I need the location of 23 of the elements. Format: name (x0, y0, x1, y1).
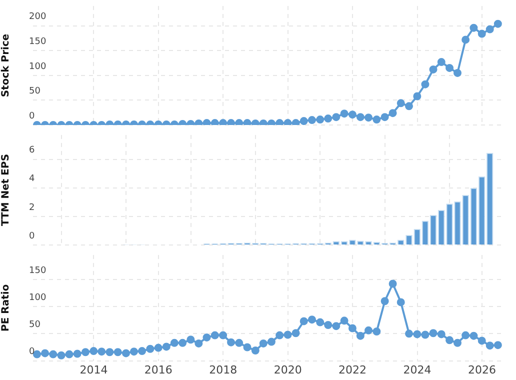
x-tick-label: 2018 (209, 363, 238, 376)
y-tick-label: 0 (29, 231, 35, 242)
y-axis-title: Stock Price (0, 34, 12, 98)
y-tick-label: 0 (29, 111, 35, 122)
x-tick-label: 2014 (80, 363, 108, 376)
y-tick-label: 100 (29, 62, 46, 72)
y-tick-label: 0 (29, 347, 35, 358)
y-axis-title: TTM Net EPS (0, 154, 12, 226)
x-tick-label: 2016 (144, 363, 172, 376)
y-tick-label: 200 (29, 12, 46, 22)
y-tick-label: 4 (29, 174, 35, 184)
y-tick-label: 150 (29, 266, 46, 276)
y-tick-label: 50 (29, 320, 41, 330)
x-tick-label: 2024 (403, 363, 432, 376)
y-tick-label: 2 (29, 202, 35, 213)
y-tick-label: 50 (29, 86, 41, 97)
y-tick-label: 6 (29, 146, 35, 156)
x-tick-label: 2026 (468, 363, 496, 376)
y-axis-title: PE Ratio (0, 284, 12, 332)
x-tick-label: 2020 (274, 363, 302, 376)
x-tick-label: 2022 (338, 363, 367, 376)
y-tick-label: 100 (29, 292, 46, 303)
y-tick-label: 150 (29, 36, 46, 47)
